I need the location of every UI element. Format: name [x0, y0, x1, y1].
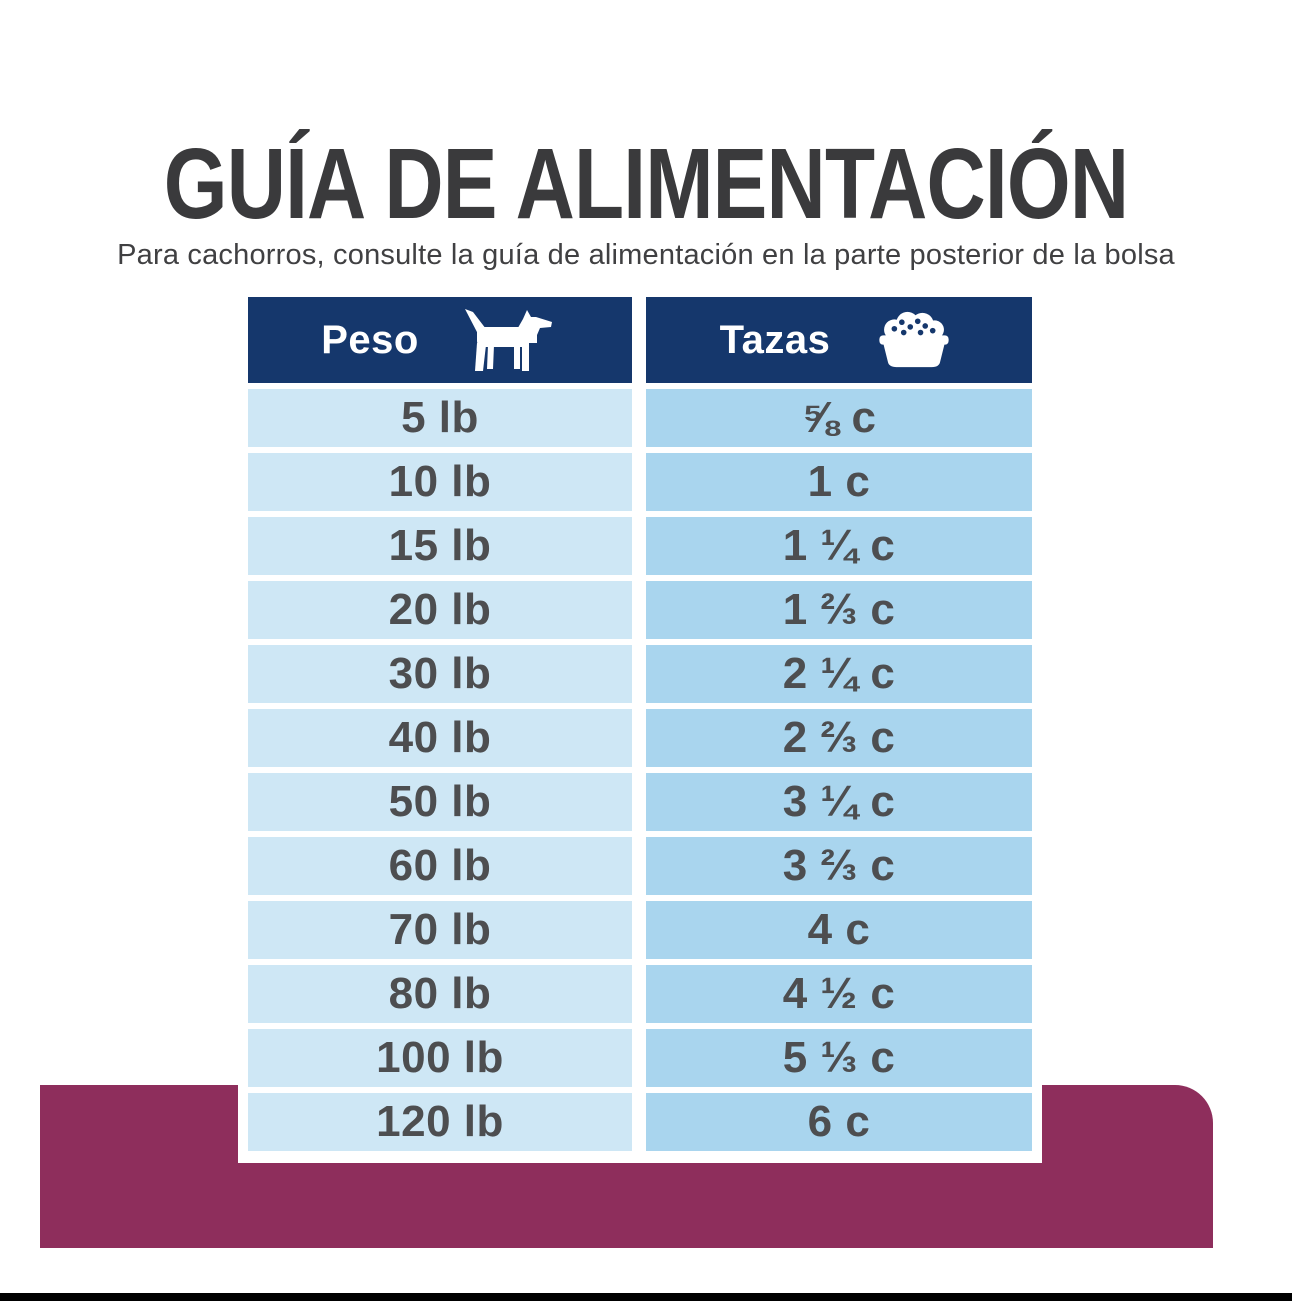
weight-cell: 70 lb: [248, 901, 632, 959]
cups-cell: 3 ¼ c: [646, 773, 1032, 831]
bottom-black-bar: [0, 1293, 1292, 1301]
weight-cell: 20 lb: [248, 581, 632, 639]
weight-cell: 80 lb: [248, 965, 632, 1023]
weight-cell: 30 lb: [248, 645, 632, 703]
weight-cell: 100 lb: [248, 1029, 632, 1087]
cups-cell: 1 ¼ c: [646, 517, 1032, 575]
weight-cell: 40 lb: [248, 709, 632, 767]
column-header-tazas: Tazas: [646, 297, 1032, 383]
cups-cell: 2 ⅔ c: [646, 709, 1032, 767]
cups-cell: 2 ¼ c: [646, 645, 1032, 703]
cups-cell: 4 ½ c: [646, 965, 1032, 1023]
feeding-table: Peso Tazas: [238, 297, 1042, 1163]
cups-cell: 4 c: [646, 901, 1032, 959]
column-header-peso: Peso: [248, 297, 632, 383]
food-bowl-icon: [879, 311, 949, 368]
weight-cell: 15 lb: [248, 517, 632, 575]
cups-cell: 3 ⅔ c: [646, 837, 1032, 895]
page-title: GUÍA DE ALIMENTACIÓN: [163, 128, 1129, 240]
cups-cell: 1 ⅔ c: [646, 581, 1032, 639]
weight-cell: 10 lb: [248, 453, 632, 511]
cups-cell: 1 c: [646, 453, 1032, 511]
weight-cell: 120 lb: [248, 1093, 632, 1151]
tazas-column-label: Tazas: [719, 317, 831, 362]
cups-cell: 5 ⅓ c: [646, 1029, 1032, 1087]
weight-cell: 60 lb: [248, 837, 632, 895]
cups-cell: ⅝ c: [646, 389, 1032, 447]
page-subtitle: Para cachorros, consulte la guía de alim…: [117, 239, 1175, 271]
weight-cell: 50 lb: [248, 773, 632, 831]
weight-cell: 5 lb: [248, 389, 632, 447]
peso-column-label: Peso: [321, 317, 419, 362]
cups-cell: 6 c: [646, 1093, 1032, 1151]
dog-icon: [464, 309, 552, 371]
